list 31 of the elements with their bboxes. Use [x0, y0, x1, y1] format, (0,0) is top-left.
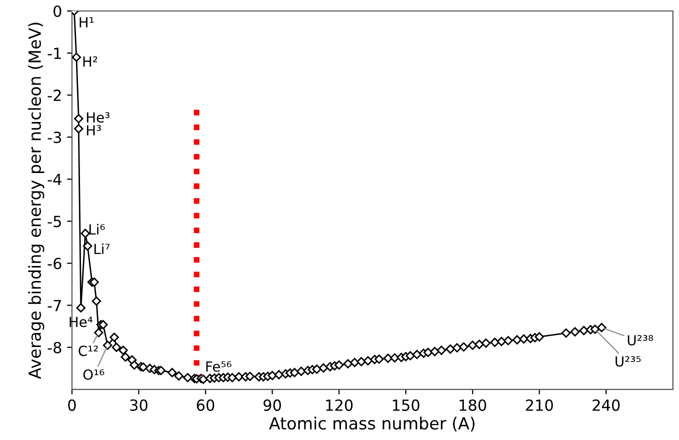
annotation: Li⁶ — [89, 224, 105, 234]
x-tick-label: 60 — [196, 399, 214, 411]
x-tick-label: 240 — [592, 399, 620, 411]
y-tick-label: -4 — [48, 174, 62, 185]
x-tick-label: 90 — [264, 399, 281, 411]
annotation: He³ — [86, 112, 110, 123]
annotation: U²³⁸ — [628, 335, 654, 346]
y-tick-label: -5 — [48, 216, 61, 228]
x-tick-label: 120 — [326, 399, 353, 411]
y-axis-title: Average binding energy per nucleon (MeV) — [28, 22, 44, 379]
x-tick-label: 210 — [526, 399, 553, 411]
y-tick-label: -2 — [48, 90, 61, 101]
x-tick-label: 150 — [392, 399, 420, 411]
annotation: Fe⁵⁶ — [206, 361, 232, 372]
x-tick-label: 180 — [460, 399, 486, 411]
annotation: U²³⁵ — [616, 356, 641, 367]
y-tick-label: -8 — [48, 342, 62, 354]
annotation: H¹ — [80, 17, 94, 28]
y-tick-label: -1 — [48, 48, 61, 59]
y-tick-label: -6 — [48, 258, 62, 270]
annotation: Li⁷ — [94, 243, 110, 254]
x-axis-title: Atomic mass number (A) — [269, 416, 475, 432]
annotation: H² — [83, 56, 98, 67]
y-tick-label: -3 — [48, 132, 62, 144]
x-tick-label: 30 — [130, 399, 148, 411]
y-tick-label: -7 — [48, 300, 61, 312]
annotation: C¹² — [78, 346, 98, 356]
annotation: H³ — [86, 125, 101, 136]
annotation: O¹⁶ — [83, 369, 104, 380]
y-tick-label: 0 — [54, 5, 62, 18]
x-tick-label: 0 — [68, 399, 76, 411]
